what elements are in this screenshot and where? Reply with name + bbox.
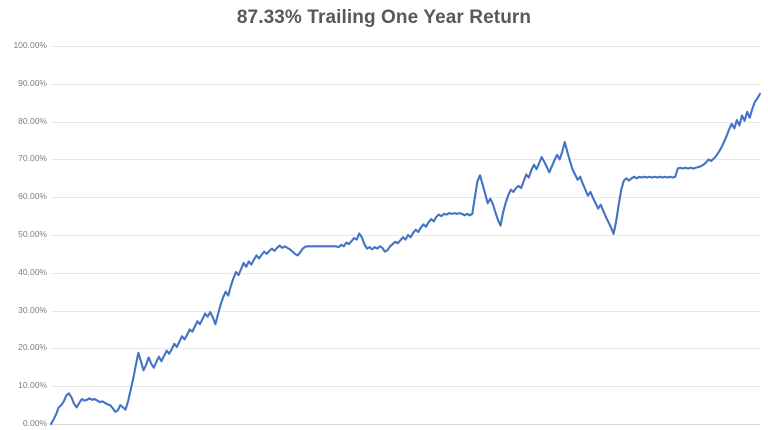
- y-axis-tick-label: 70.00%: [18, 153, 47, 164]
- return-series-line: [49, 92, 762, 426]
- chart-title: 87.33% Trailing One Year Return: [236, 7, 532, 28]
- y-axis-tick-label: 10.00%: [18, 380, 47, 391]
- y-axis: 100.00% 90.00% 80.00% 70.00% 60.00% 50.00% 40.…: [0, 0, 47, 430]
- y-axis-tick-label: 100.00%: [13, 40, 47, 50]
- y-axis-tick-label: 0.00%: [22, 418, 47, 428]
- y-axis-tick-label: 40.00%: [18, 266, 47, 277]
- y-axis-tick-label: 60.00%: [18, 191, 47, 202]
- y-axis-tick-label: 90.00%: [18, 77, 47, 88]
- y-axis-tick-label: 20.00%: [18, 342, 47, 353]
- gridlines: [51, 46, 760, 425]
- y-axis-tick-label: 80.00%: [18, 115, 47, 126]
- y-axis-tick-label: 30.00%: [18, 304, 47, 315]
- y-axis-tick-label: 50.00%: [18, 229, 47, 239]
